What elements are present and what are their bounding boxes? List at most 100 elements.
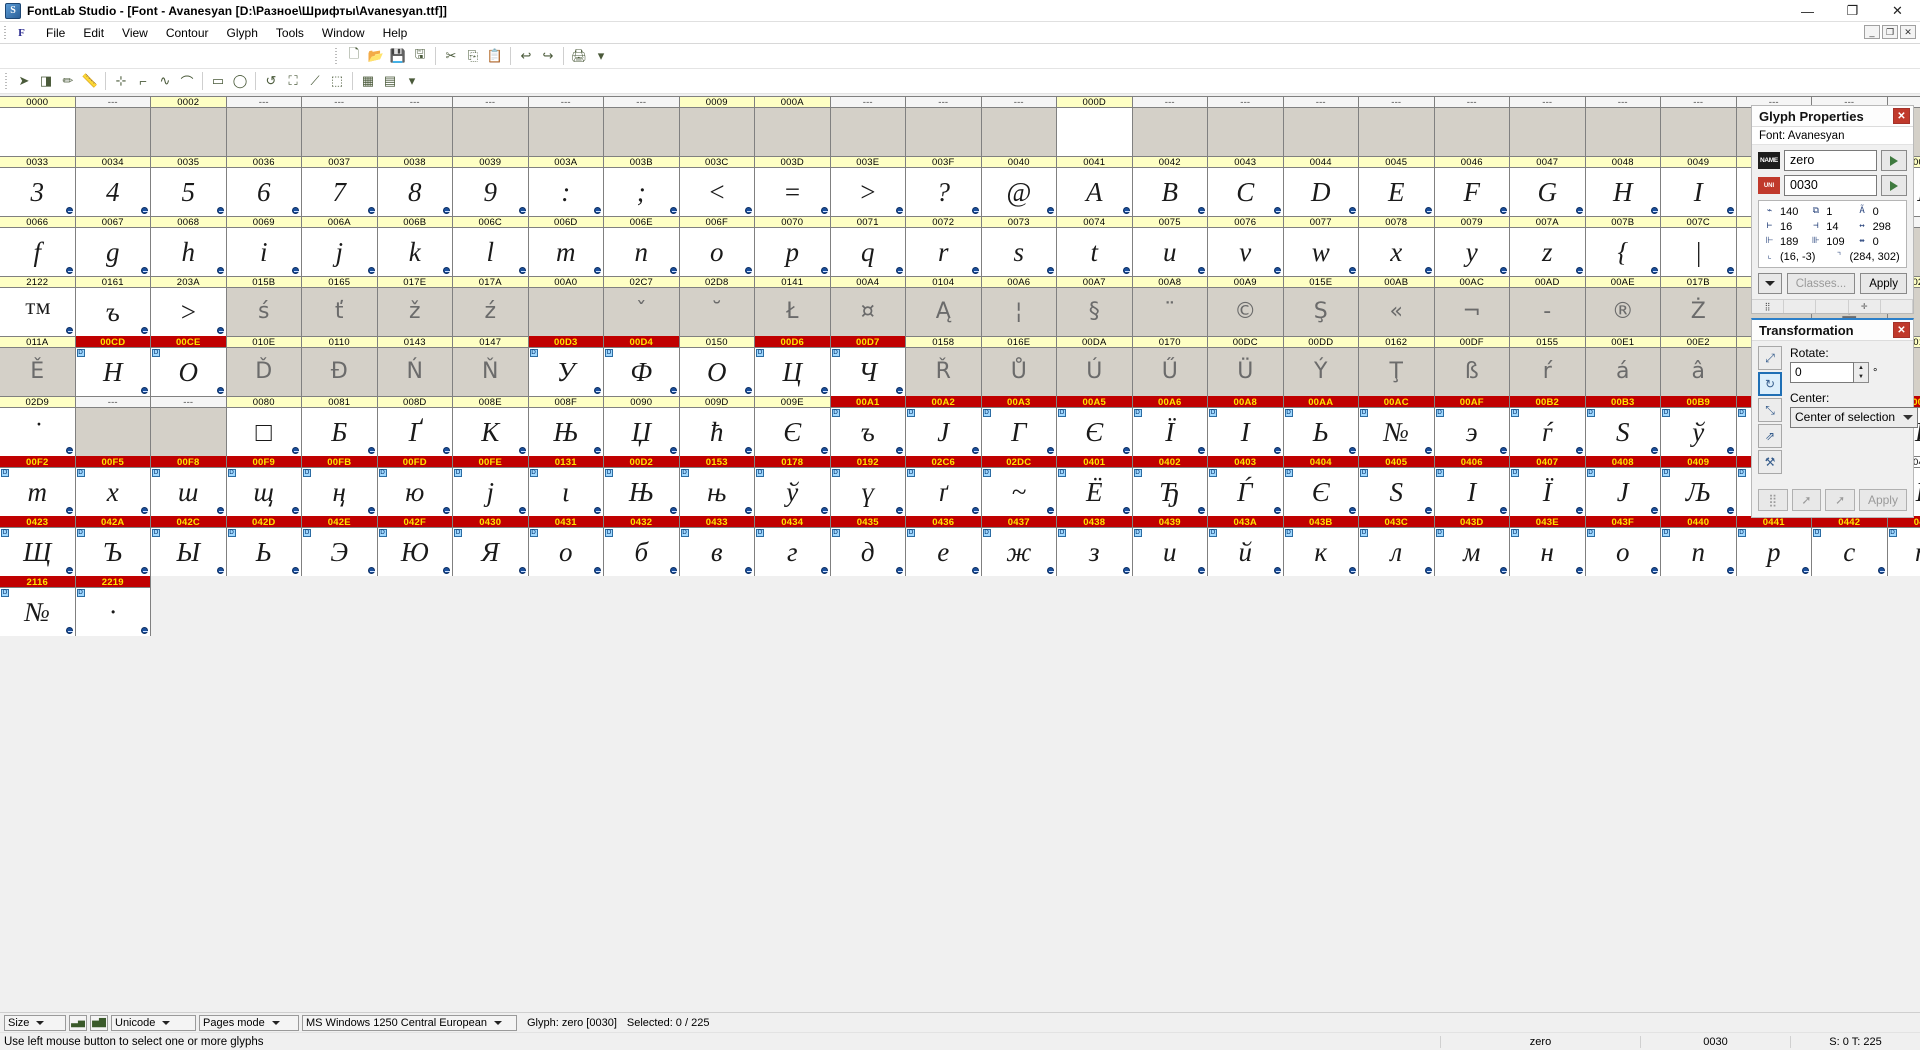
glyph-cell[interactable]: 008D Ґ [377, 396, 453, 456]
glyph-cell-preview[interactable]: g [75, 228, 150, 276]
glyph-cell[interactable]: 043A й D [1208, 516, 1284, 576]
glyph-cell[interactable]: 0431 о D [528, 516, 604, 576]
pencil-tool-icon[interactable]: ✏ [62, 73, 74, 88]
eraser-tool-icon[interactable]: ◨ [39, 73, 53, 88]
glyph-cell-preview[interactable] [151, 108, 226, 156]
glyph-cell-preview[interactable]: № D [1359, 408, 1434, 456]
glyph-cell[interactable]: 0435 д D [830, 516, 906, 576]
glyph-cell[interactable]: 0000 [0, 96, 76, 156]
glyph-cell[interactable]: 0433 в D [679, 516, 755, 576]
glyph-cell[interactable]: 0072 r [906, 216, 982, 276]
glyph-cell-preview[interactable]: § [1057, 288, 1132, 336]
glyph-cell[interactable]: 006D m [528, 216, 604, 276]
glyph-cell[interactable]: 003C < [679, 156, 755, 216]
glyph-cell[interactable]: 003A: [528, 156, 604, 216]
glyph-cell[interactable]: 043D м D [1434, 516, 1510, 576]
codepage-combo[interactable]: MS Windows 1250 Central European [302, 1014, 517, 1031]
glyph-cell-preview[interactable]: Ň [453, 348, 528, 396]
glyph-cell-preview[interactable]: ? [906, 168, 981, 216]
glyph-cell[interactable]: 00D4 Ф D [604, 336, 680, 396]
glyph-cell[interactable]: 0443тD [1887, 516, 1920, 576]
glyph-cell-preview[interactable]: 9 [453, 168, 528, 216]
glyph-cell[interactable]: 00D2 Њ D [604, 456, 680, 516]
glyph-cell-preview[interactable]: ˘ [679, 288, 754, 336]
glyph-cell-preview[interactable]: 5 [151, 168, 226, 216]
glyph-cell-preview[interactable]: Њ [528, 408, 603, 456]
glyph-cell-preview[interactable]: Ţ [1359, 348, 1434, 396]
glyph-cell[interactable]: 0009 [679, 96, 755, 156]
transformation-action-3-icon[interactable]: ➚ [1825, 489, 1855, 511]
menu-item-file[interactable]: File [46, 25, 66, 40]
menu-item-contour[interactable]: Contour [165, 25, 209, 40]
glyph-cell-preview[interactable] [1132, 108, 1207, 156]
glyph-cell[interactable]: 015B ś [226, 276, 302, 336]
glyph-cell[interactable]: 0040 @ [981, 156, 1057, 216]
glyph-cell-preview[interactable] [453, 108, 528, 156]
glyph-cell[interactable]: --- [1208, 96, 1284, 156]
maximize-icon[interactable]: ❐ [1846, 3, 1859, 18]
glyph-cell-preview[interactable]: > [830, 168, 905, 216]
glyph-cell[interactable]: 0046 F [1434, 156, 1510, 216]
vector-paint-tool-icon[interactable]: ▤ [383, 73, 397, 88]
ruler-tool-icon[interactable]: 📏 [81, 73, 99, 88]
rotate-input[interactable]: 0 [1790, 362, 1854, 383]
glyph-cell[interactable]: 0077 w [1283, 216, 1359, 276]
menu-item-glyph[interactable]: Glyph [226, 25, 258, 40]
glyph-cell-preview[interactable]: □ [226, 408, 301, 456]
glyph-cell[interactable]: 00CD H D [75, 336, 151, 396]
glyph-cell-preview[interactable]: i [226, 228, 301, 276]
transformation-apply-button[interactable]: Apply [1858, 489, 1907, 511]
glyph-cell-preview[interactable] [1057, 108, 1132, 156]
glyph-cell-preview[interactable]: < [679, 168, 754, 216]
slant-tool-icon[interactable]: ⇗ [1758, 424, 1782, 448]
glyph-cell-preview[interactable] [1434, 108, 1509, 156]
glyph-cell-preview[interactable]: m [528, 228, 603, 276]
glyph-cell-preview[interactable]: I [1661, 168, 1736, 216]
dock-tab-3-icon[interactable] [1816, 300, 1849, 313]
glyph-cell-preview[interactable]: > [151, 288, 226, 336]
glyph-cell[interactable]: --- [1132, 96, 1208, 156]
glyph-cell[interactable]: 0162 Ţ [1359, 336, 1435, 396]
glyph-cell[interactable]: 008F Њ [528, 396, 604, 456]
glyph-cell[interactable]: 0141 Ł [755, 276, 831, 336]
glyph-cell-preview[interactable] [1359, 108, 1434, 156]
glyph-cell[interactable]: 00A8 І D [1208, 396, 1284, 456]
glyph-cell-preview[interactable]: Ł [755, 288, 830, 336]
glyph-cell-preview[interactable]: p [755, 228, 830, 276]
glyph-cell-preview[interactable] [0, 108, 75, 156]
glyph-cell[interactable]: 0044 D [1283, 156, 1359, 216]
glyph-cell[interactable]: 0074 t [1057, 216, 1133, 276]
glyph-cell-preview[interactable] [1661, 108, 1736, 156]
glyph-cell[interactable]: 0071 q [830, 216, 906, 276]
glyph-cell[interactable]: 042D Ь D [226, 516, 302, 576]
glyph-cell[interactable]: 00AE ® [1585, 276, 1661, 336]
glyph-cell[interactable]: 015E Ş [1283, 276, 1359, 336]
glyph-cell[interactable]: --- [453, 96, 529, 156]
glyph-cell[interactable]: 0042 B [1132, 156, 1208, 216]
glyph-cell[interactable]: 00D6 Ц D [755, 336, 831, 396]
glyph-cell[interactable]: 008E К [453, 396, 529, 456]
glyph-cell[interactable]: 006E n [604, 216, 680, 276]
glyph-cell-preview[interactable]: : [528, 168, 603, 216]
glyph-cell[interactable]: 0158 Ř [906, 336, 982, 396]
glyph-cell[interactable]: --- [226, 96, 302, 156]
glyph-cell[interactable]: 00A6 Ї D [1132, 396, 1208, 456]
glyph-cell[interactable]: 0439 и D [1132, 516, 1208, 576]
glyph-cell-preview[interactable]: l [453, 228, 528, 276]
glyph-cell-preview[interactable]: © [1208, 288, 1283, 336]
glyph-cell-preview[interactable]: Є [755, 408, 830, 456]
classes-button[interactable]: Classes... [1786, 273, 1856, 294]
